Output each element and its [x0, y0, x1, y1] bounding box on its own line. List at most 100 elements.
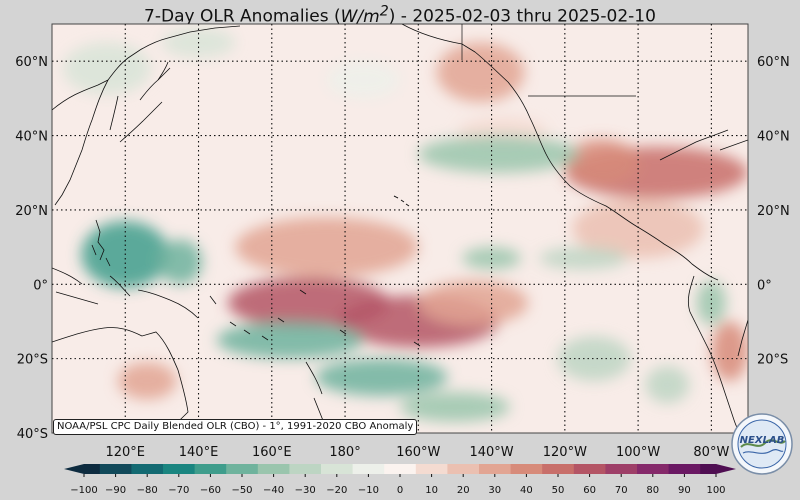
- lat-label-left: 20°N: [15, 204, 48, 219]
- colorbar-segment: [257, 464, 290, 474]
- colorbar-tick-label: −60: [200, 485, 221, 496]
- hawaii-islands: [393, 195, 410, 207]
- anomaly-region-22: [62, 42, 151, 95]
- anomaly-region-2: [418, 280, 529, 326]
- nexlab-logo[interactable]: NEXLAB: [731, 413, 793, 475]
- colorbar-tick-label: −90: [105, 485, 126, 496]
- colorbar-tick-label: −40: [263, 485, 284, 496]
- colorbar-segment: [479, 464, 512, 474]
- colorbar-tick-label: 60: [583, 485, 596, 496]
- graticule: [52, 24, 748, 433]
- colorbar-segment: [163, 464, 196, 474]
- anomaly-region-18: [539, 247, 628, 270]
- colorbar-segment: [289, 464, 322, 474]
- latitude-labels-right: 60°N40°N20°N0°20°S40°S: [757, 55, 790, 442]
- colorbar-tick-label: 50: [552, 485, 565, 496]
- colorbar-tick-label: −30: [295, 485, 316, 496]
- colorbar-segment: [384, 464, 417, 474]
- anomaly-region-8: [711, 321, 748, 381]
- longitude-labels: 120°E 140°E 160°E 180° 160°W 140°W 120°W 100°W 8…: [105, 445, 729, 460]
- map-title: 7-Day OLR Anomalies (W/m2) - 2025-02-03 …: [0, 0, 800, 27]
- lon-label: 180°: [329, 445, 360, 460]
- colorbar-segment: [99, 464, 132, 474]
- lon-label: 120°W: [543, 445, 587, 460]
- indonesia-islands: [52, 267, 217, 319]
- data-source-note: NOAA/PSL CPC Daily Blended OLR (CBO) - 1…: [53, 419, 418, 435]
- colorbar-segment: [415, 464, 448, 474]
- lat-label-right: 20°S: [757, 353, 788, 368]
- colorbar-segment: [226, 464, 259, 474]
- title-suffix: ) - 2025-02-03 thru 2025-02-10: [388, 6, 656, 27]
- anomaly-region-13: [216, 321, 364, 359]
- colorbar-segment: [542, 464, 575, 474]
- colorbar-segment: [637, 464, 670, 474]
- colorbar-tick-label: −80: [137, 485, 158, 496]
- lon-label: 100°W: [616, 445, 660, 460]
- anomaly-region-20: [557, 336, 631, 381]
- lat-label-left: 60°N: [15, 55, 48, 70]
- anomaly-region-9: [117, 362, 177, 400]
- anomaly-region-19: [696, 280, 727, 326]
- anomaly-field: [62, 27, 748, 422]
- anomaly-region-15: [400, 392, 510, 422]
- philippines-islands: [91, 219, 111, 267]
- colorbar-segment: [352, 464, 385, 474]
- colorbar-segment: [605, 464, 638, 474]
- map-panel: 60°N 40°N 20°N 0° 20°S 40°S 60°N 40°N 20°N 0° 20°…: [15, 23, 790, 460]
- colorbar-max-arrow: [716, 464, 736, 474]
- colorbar-tick-label: 40: [520, 485, 533, 496]
- lat-label-right: 60°N: [757, 55, 790, 70]
- colorbar-segment: [668, 464, 701, 474]
- colorbar-segment: [700, 464, 717, 474]
- colorbar-segment: [194, 464, 227, 474]
- title-unit: W/m2: [340, 3, 389, 27]
- colorbar-min-arrow: [64, 464, 84, 474]
- lat-label-left: 40°S: [17, 427, 48, 442]
- anomaly-region-12: [158, 239, 203, 285]
- pacific-islands: [229, 289, 421, 347]
- colorbar-segment: [131, 464, 164, 474]
- lat-label-right: 40°N: [757, 130, 790, 145]
- lon-label: 160°E: [252, 445, 292, 460]
- colorbar-ticks: −100 −90 −80 −70 −60 −50 −40 −30 −20 −10 0 10 20 30 40…: [70, 474, 726, 496]
- latitude-labels-left: 60°N 40°N 20°N 0° 20°S 40°S: [15, 55, 48, 442]
- lon-label: 160°W: [396, 445, 440, 460]
- coastlines: [52, 24, 748, 433]
- anomaly-region-14: [315, 358, 448, 396]
- anomaly-region-24: [326, 61, 400, 99]
- colorbar-tick-label: 0: [397, 485, 403, 496]
- lat-label-left: 40°N: [15, 130, 48, 145]
- colorbar-tick-label: 30: [488, 485, 501, 496]
- colorbar-segment: [84, 464, 101, 474]
- lat-label-left: 0°: [33, 278, 48, 293]
- logo-text: NEXLAB: [740, 435, 785, 446]
- north-america-coastline: [401, 24, 748, 281]
- australia-coastline: [52, 327, 189, 433]
- lat-label-right: 20°N: [757, 204, 790, 219]
- colorbar-tick-label: 80: [646, 485, 659, 496]
- colorbar-tick-label: −20: [326, 485, 347, 496]
- anomaly-region-21: [645, 366, 690, 404]
- colorbar-tick-label: 10: [425, 485, 438, 496]
- title-prefix: 7-Day OLR Anomalies (: [144, 6, 341, 27]
- colorbar-tick-label: 90: [678, 485, 691, 496]
- colorbar-segment: [510, 464, 543, 474]
- anomaly-region-6: [572, 198, 705, 259]
- lon-label: 80°W: [693, 445, 729, 460]
- lon-label: 120°E: [105, 445, 145, 460]
- lat-label-right: 0°: [757, 278, 772, 293]
- colorbar-tick-label: −100: [70, 485, 97, 496]
- colorbar-segment: [573, 464, 606, 474]
- lon-label: 140°W: [469, 445, 513, 460]
- colorbar-tick-label: −70: [168, 485, 189, 496]
- south-america-coastline: [687, 275, 748, 433]
- colorbar-tick-label: −10: [358, 485, 379, 496]
- colorbar-segment: [321, 464, 354, 474]
- colorbar-segment: [447, 464, 480, 474]
- colorbar-tick-label: 70: [615, 485, 628, 496]
- anomaly-region-5: [564, 139, 639, 184]
- anomaly-region-16: [418, 135, 580, 173]
- lon-label: 140°E: [179, 445, 219, 460]
- colorbar: −100 −90 −80 −70 −60 −50 −40 −30 −20 −10 0 10 20 30 40…: [64, 464, 736, 496]
